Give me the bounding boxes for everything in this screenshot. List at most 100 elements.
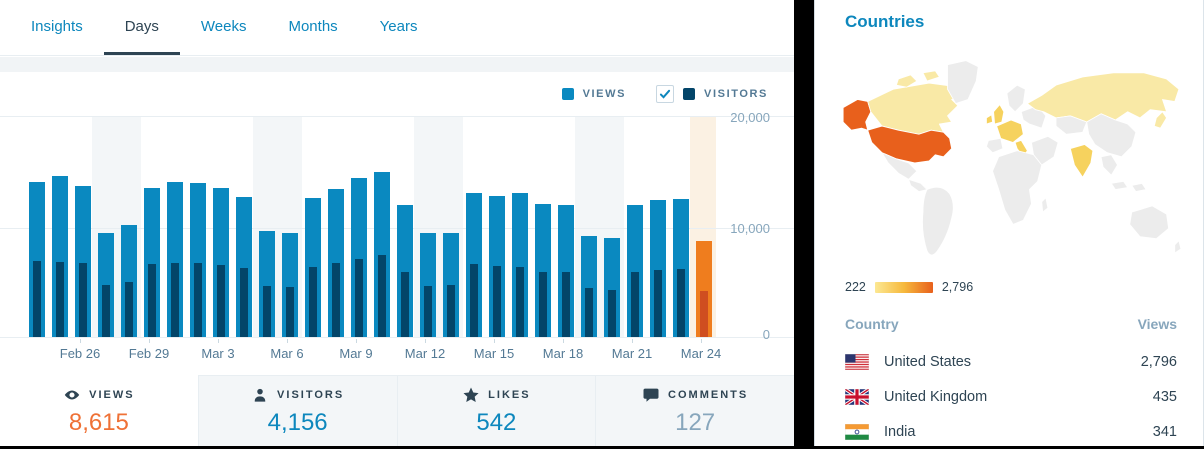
- chart-bar-mar-6[interactable]: [279, 115, 302, 337]
- flag-india-icon: [844, 423, 870, 440]
- chart-bar-mar-24[interactable]: [693, 115, 716, 337]
- map-region-arctic-islands-2: [922, 70, 940, 82]
- chart-bar-mar-1[interactable]: [164, 115, 187, 337]
- chart-bar-mar-2[interactable]: [187, 115, 210, 337]
- chart-bar-mar-14[interactable]: [463, 115, 486, 337]
- visitors-bar: [148, 264, 156, 337]
- visitors-bar: [263, 286, 271, 337]
- interval-tabs: Insights Days Weeks Months Years: [0, 0, 794, 56]
- x-axis-tick: [563, 339, 564, 343]
- visitors-bar: [56, 262, 64, 337]
- interval-tab-insights[interactable]: Insights: [31, 18, 83, 35]
- x-axis-tick: [356, 339, 357, 343]
- chart-bar-mar-13[interactable]: [440, 115, 463, 337]
- x-axis-label: Mar 15: [473, 346, 515, 361]
- x-axis-tick: [701, 339, 702, 343]
- chart-bar-feb-27[interactable]: [95, 115, 118, 337]
- star-icon: [462, 386, 480, 404]
- chart-bar-mar-8[interactable]: [325, 115, 348, 337]
- x-axis-tick: [80, 339, 81, 343]
- legend-views-label: VIEWS: [582, 88, 627, 100]
- interval-tab-months[interactable]: Months: [288, 18, 338, 35]
- chart-bar-mar-4[interactable]: [233, 115, 256, 337]
- visitors-bar: [585, 288, 593, 337]
- y-axis-label: 10,000: [730, 221, 770, 236]
- interval-tab-days[interactable]: Days: [103, 0, 180, 55]
- interval-tab-weeks[interactable]: Weeks: [200, 18, 247, 35]
- summary-tabs: VIEWS 8,615 VISITORS 4,156 LIKES 542 COMMENTS 1…: [0, 375, 794, 446]
- visitors-bar: [539, 272, 547, 337]
- visitors-bar: [171, 263, 179, 337]
- chart-bar-mar-9[interactable]: [348, 115, 371, 337]
- country-table: Country Views United States 2,796 United K…: [844, 316, 1177, 449]
- chart-bar-feb-24[interactable]: [26, 115, 49, 337]
- visitors-bar: [378, 255, 386, 337]
- interval-tab-years[interactable]: Years: [379, 18, 418, 35]
- visitors-bar: [194, 263, 202, 337]
- summary-tab-comments[interactable]: COMMENTS 127: [595, 375, 794, 446]
- chart-bar-mar-17[interactable]: [532, 115, 555, 337]
- x-axis: Feb 26 Feb 29 Mar 3 Mar 6 Mar 9 Mar 12 Mar 15 M…: [0, 339, 794, 375]
- summary-tab-views[interactable]: VIEWS 8,615: [0, 375, 198, 446]
- chart-bar-mar-11[interactable]: [394, 115, 417, 337]
- x-axis-tick: [494, 339, 495, 343]
- x-axis-label: Feb 26: [59, 346, 101, 361]
- summary-tab-likes[interactable]: LIKES 542: [396, 375, 596, 446]
- chart-bar-feb-25[interactable]: [49, 115, 72, 337]
- visitors-bar: [401, 272, 409, 337]
- summary-tab-label: COMMENTS: [668, 388, 749, 401]
- chart-bar-mar-3[interactable]: [210, 115, 233, 337]
- chart-bar-mar-23[interactable]: [670, 115, 693, 337]
- map-region-indonesia-2: [1131, 182, 1147, 192]
- visitors-bar: [125, 282, 133, 337]
- legend-visitors[interactable]: VISITORS: [656, 85, 768, 103]
- map-region-greenland: [947, 60, 979, 104]
- chart-bar-mar-21[interactable]: [624, 115, 647, 337]
- map-region-ireland: [986, 114, 993, 125]
- chart-bar-feb-28[interactable]: [118, 115, 141, 337]
- chart-bar-mar-19[interactable]: [578, 115, 601, 337]
- map-region-southeast-asia: [1100, 154, 1118, 176]
- summary-tab-value: 127: [675, 408, 716, 436]
- header-views: Views: [1137, 316, 1177, 332]
- chart-bar-mar-20[interactable]: [601, 115, 624, 337]
- chart-bar-mar-12[interactable]: [417, 115, 440, 337]
- chart-bar-mar-18[interactable]: [555, 115, 578, 337]
- visitors-bar: [424, 286, 432, 337]
- visitors-bar: [516, 267, 524, 337]
- x-axis-label: Mar 18: [542, 346, 584, 361]
- summary-tab-value: 8,615: [68, 408, 129, 436]
- visitors-bar: [608, 290, 616, 337]
- world-map: [837, 58, 1185, 274]
- chart-bar-mar-16[interactable]: [509, 115, 532, 337]
- map-region-central-asia: [1055, 115, 1088, 135]
- chart-bar-feb-29[interactable]: [141, 115, 164, 337]
- chart-bar-mar-7[interactable]: [302, 115, 325, 337]
- chart-bar-mar-5[interactable]: [256, 115, 279, 337]
- x-axis-label: Mar 12: [404, 346, 446, 361]
- chart-bar-feb-26[interactable]: [72, 115, 95, 337]
- visitors-checkbox[interactable]: [656, 85, 675, 103]
- summary-tab-visitors[interactable]: VISITORS 4,156: [197, 375, 397, 446]
- chart-bar-mar-10[interactable]: [371, 115, 394, 337]
- country-name: United States: [884, 353, 972, 370]
- person-icon: [251, 386, 269, 404]
- chart-bar-mar-22[interactable]: [647, 115, 670, 337]
- visitors-bar: [217, 265, 225, 337]
- legend-views: VIEWS: [561, 88, 627, 100]
- visitors-bar: [33, 261, 41, 337]
- y-axis-label: 0: [762, 327, 770, 342]
- scale-gradient-bar: [874, 281, 933, 293]
- map-region-indonesia: [1110, 180, 1129, 190]
- map-region-mexico: [881, 152, 918, 180]
- country-name: India: [884, 423, 916, 440]
- visitors-bar: [309, 267, 317, 337]
- summary-tab-value: 542: [476, 408, 517, 436]
- checkmark-icon: [659, 89, 671, 99]
- map-region-africa: [992, 150, 1043, 225]
- map-region-australia: [1129, 205, 1170, 240]
- summary-tab-label: VISITORS: [277, 388, 345, 401]
- y-axis-label: 20,000: [730, 110, 770, 125]
- chart-bar-mar-15[interactable]: [486, 115, 509, 337]
